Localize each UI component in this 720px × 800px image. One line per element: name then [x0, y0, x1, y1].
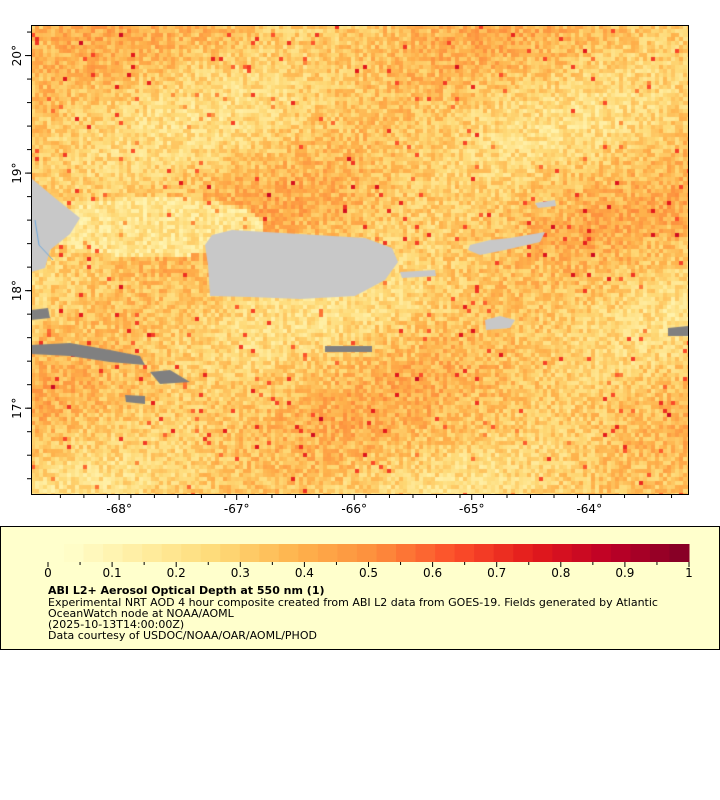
- colorbar-tick-label: 0: [44, 566, 52, 580]
- colorbar-segment: [532, 544, 553, 562]
- colorbar-segment: [396, 544, 417, 562]
- colorbar-segment: [337, 544, 358, 562]
- x-tick-label: -66°: [341, 502, 367, 516]
- colorbar-segment: [298, 544, 319, 562]
- colorbar-segment: [83, 544, 104, 562]
- colorbar-segment: [649, 544, 670, 562]
- colorbar-segment: [415, 544, 436, 562]
- colorbar-segment: [493, 544, 514, 562]
- colorbar-segment: [317, 544, 338, 562]
- y-tick-label: 17°: [10, 398, 24, 419]
- colorbar-segment: [239, 544, 260, 562]
- colorbar-tick-label: 0.4: [295, 566, 314, 580]
- colorbar-segment: [122, 544, 143, 562]
- colorbar-segment: [630, 544, 651, 562]
- map-axes: -68° -67° -66° -65° -64° 17° 18° 19° 20°: [10, 25, 689, 516]
- x-tick-label: -64°: [576, 502, 602, 516]
- colorbar-segment: [356, 544, 377, 562]
- colorbar-segment: [48, 544, 64, 562]
- colorbar-tick-label: 0.9: [615, 566, 634, 580]
- colorbar-tick-label: 0.7: [487, 566, 506, 580]
- colorbar-segment: [552, 544, 573, 562]
- colorbar-segment: [571, 544, 592, 562]
- colorbar-tick-label: 0.1: [103, 566, 122, 580]
- y-tick-label: 18°: [10, 280, 24, 301]
- colorbar-segment: [64, 544, 85, 562]
- colorbar-tick-label: 0.2: [167, 566, 186, 580]
- colorbar-segment: [454, 544, 475, 562]
- colorbar-segment: [513, 544, 534, 562]
- colorbar-tick-label: 0.8: [551, 566, 570, 580]
- x-tick-label: -65°: [459, 502, 485, 516]
- legend-time: (2025-10-13T14:00:00Z): [48, 618, 185, 631]
- colorbar-segment: [142, 544, 163, 562]
- x-tick-label: -67°: [224, 502, 250, 516]
- colorbar-segment: [610, 544, 631, 562]
- colorbar-segment: [220, 544, 241, 562]
- colorbar-segment: [259, 544, 280, 562]
- y-tick-label: 20°: [10, 45, 24, 66]
- colorbar-tick-label: 1: [685, 566, 693, 580]
- colorbar-segment: [474, 544, 495, 562]
- colorbar-tick-label: 0.5: [359, 566, 378, 580]
- colorbar-segment: [376, 544, 397, 562]
- colorbar-segment: [278, 544, 299, 562]
- legend-title: ABI L2+ Aerosol Optical Depth at 550 nm …: [48, 584, 325, 597]
- colorbar-tick-label: 0.6: [423, 566, 442, 580]
- colorbar: 0 0.1 0.2 0.3 0.4 0.5 0.6 0.7 0.8 0.9 1: [44, 544, 693, 580]
- x-tick-label: -68°: [106, 502, 132, 516]
- legend-credit: Data courtesy of USDOC/NOAA/OAR/AOML/PHO…: [48, 629, 317, 642]
- colorbar-tick-label: 0.3: [231, 566, 250, 580]
- colorbar-segment: [181, 544, 202, 562]
- legend-description-2: OceanWatch node at NOAA/AOML: [48, 607, 234, 620]
- colorbar-segment: [200, 544, 221, 562]
- legend-panel: 0 0.1 0.2 0.3 0.4 0.5 0.6 0.7 0.8 0.9 1 ABI L2+ Ae…: [0, 526, 720, 650]
- aod-map-raster: [31, 25, 688, 494]
- colorbar-segment: [591, 544, 612, 562]
- map-frame: [31, 25, 689, 495]
- legend-description-1: Experimental NRT AOD 4 hour composite cr…: [48, 596, 658, 609]
- colorbar-segment: [669, 544, 690, 562]
- colorbar-segment: [435, 544, 456, 562]
- y-tick-label: 19°: [10, 162, 24, 183]
- colorbar-segment: [161, 544, 182, 562]
- colorbar-segment: [103, 544, 124, 562]
